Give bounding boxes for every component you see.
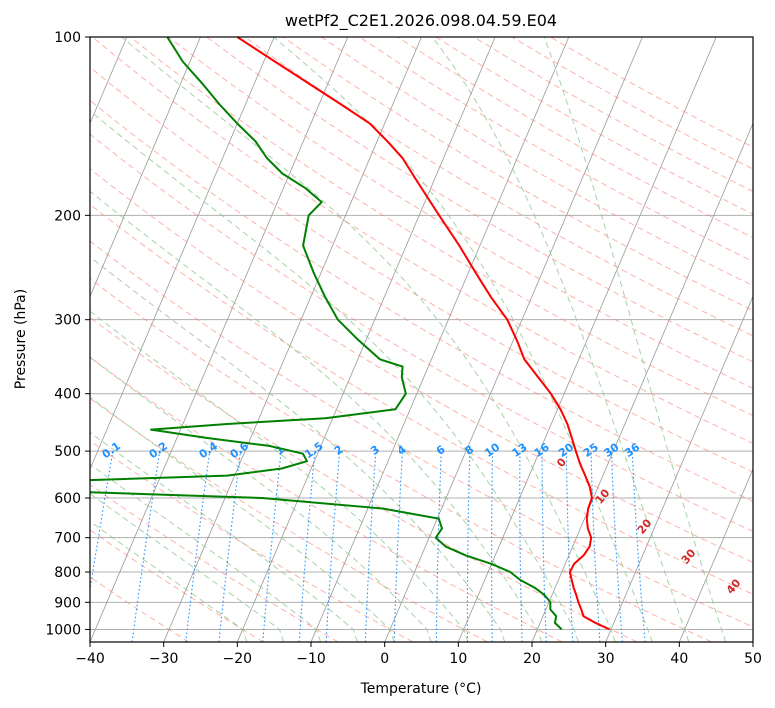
mixing-ratio-line — [185, 451, 211, 642]
series-line-temperature — [236, 37, 610, 631]
isotherm-line — [531, 122, 753, 642]
y-tick-label: 400 — [54, 387, 81, 403]
dry-adiabat-line — [90, 529, 264, 642]
isotherm-line — [457, 37, 717, 642]
sounding-series — [90, 37, 610, 631]
dry-adiabat-line — [90, 356, 563, 642]
mixing-ratio-line — [631, 451, 646, 642]
isotherm-line — [163, 37, 422, 642]
x-axis-label: Temperature (°C) — [360, 681, 482, 697]
y-axis-ticks: 1000 900 800 700 600 500 400 300 200 100 — [45, 30, 90, 638]
dry-adiabat-line — [90, 483, 339, 642]
series-line-dewpoint — [90, 37, 563, 631]
dry-adiabat-line — [90, 99, 753, 502]
isotherm-line — [678, 468, 753, 642]
moist-adiabat-line — [90, 463, 322, 642]
isotherm-line — [90, 37, 201, 298]
plot-area: 0.10.20.40.611.52346810131620253036-100-… — [90, 37, 753, 642]
x-tick-label: 10 — [449, 651, 467, 667]
dry-adiabat-line — [244, 37, 753, 337]
dry-adiabat-line — [282, 37, 753, 312]
mixing-ratio-line — [90, 451, 114, 594]
y-tick-label: 200 — [54, 208, 81, 224]
chart-title: wetPf2_C2E1.2026.098.04.59.E04 — [285, 11, 557, 31]
moist-adiabat-line — [273, 37, 653, 642]
moist-adiabat-line — [90, 493, 285, 642]
x-tick-label: −10 — [296, 651, 326, 667]
dry-adiabat-line — [90, 168, 753, 563]
moist-adiabat-line — [90, 356, 432, 642]
y-tick-label: 600 — [54, 491, 81, 507]
moist-adiabat-line — [90, 190, 543, 642]
y-tick-label: 1000 — [45, 622, 81, 638]
x-tick-label: 50 — [744, 651, 762, 667]
mixing-ratio-line — [298, 451, 316, 642]
mixing-ratio-line — [262, 451, 282, 642]
dry-adiabat-line — [91, 37, 753, 445]
dry-adiabat-line — [130, 37, 753, 417]
x-tick-label: −20 — [223, 651, 253, 667]
mixing-ratio-line — [218, 451, 242, 642]
dry-adiabat-line — [90, 316, 638, 642]
moist-adiabat-line — [543, 37, 727, 642]
plot-frame — [89, 36, 754, 643]
dry-adiabat-line — [90, 133, 753, 533]
y-tick-label: 900 — [54, 595, 81, 611]
dry-adiabat-line — [90, 240, 753, 628]
moist-adiabats — [90, 37, 727, 642]
y-tick-label: 100 — [54, 30, 81, 46]
dry-adiabat-line — [90, 278, 712, 642]
moist-adiabat-line — [431, 37, 690, 642]
isotherm-line — [384, 37, 643, 642]
y-axis-label: Pressure (hPa) — [13, 289, 29, 389]
y-tick-label: 700 — [54, 531, 81, 547]
x-tick-label: 40 — [670, 651, 688, 667]
moist-adiabat-line — [90, 310, 469, 642]
x-tick-label: 30 — [597, 651, 615, 667]
moist-adiabat-line — [90, 396, 395, 642]
dry-adiabat-line — [90, 203, 753, 595]
y-tick-label: 300 — [54, 313, 81, 329]
isotherm-line — [605, 295, 753, 642]
moist-adiabat-line — [90, 431, 358, 642]
isotherm-line — [90, 37, 349, 642]
isotherm-line — [90, 37, 275, 471]
y-tick-label: 800 — [54, 565, 81, 581]
x-tick-label: 0 — [380, 651, 389, 667]
x-tick-label: −30 — [149, 651, 179, 667]
dry-adiabat-line — [168, 37, 753, 389]
x-tick-label: 20 — [523, 651, 541, 667]
moist-adiabat-line — [121, 37, 616, 642]
moist-adiabat-line — [90, 520, 248, 642]
moist-adiabat-line — [90, 256, 506, 642]
dry-adiabats — [90, 37, 753, 642]
x-axis-ticks: −40 −30 −20 −10 0 10 20 30 40 50 — [75, 642, 762, 667]
x-tick-label: −40 — [75, 651, 105, 667]
isotherm-line — [236, 37, 496, 642]
moist-adiabat-line — [90, 110, 579, 642]
y-tick-label: 500 — [54, 444, 81, 460]
